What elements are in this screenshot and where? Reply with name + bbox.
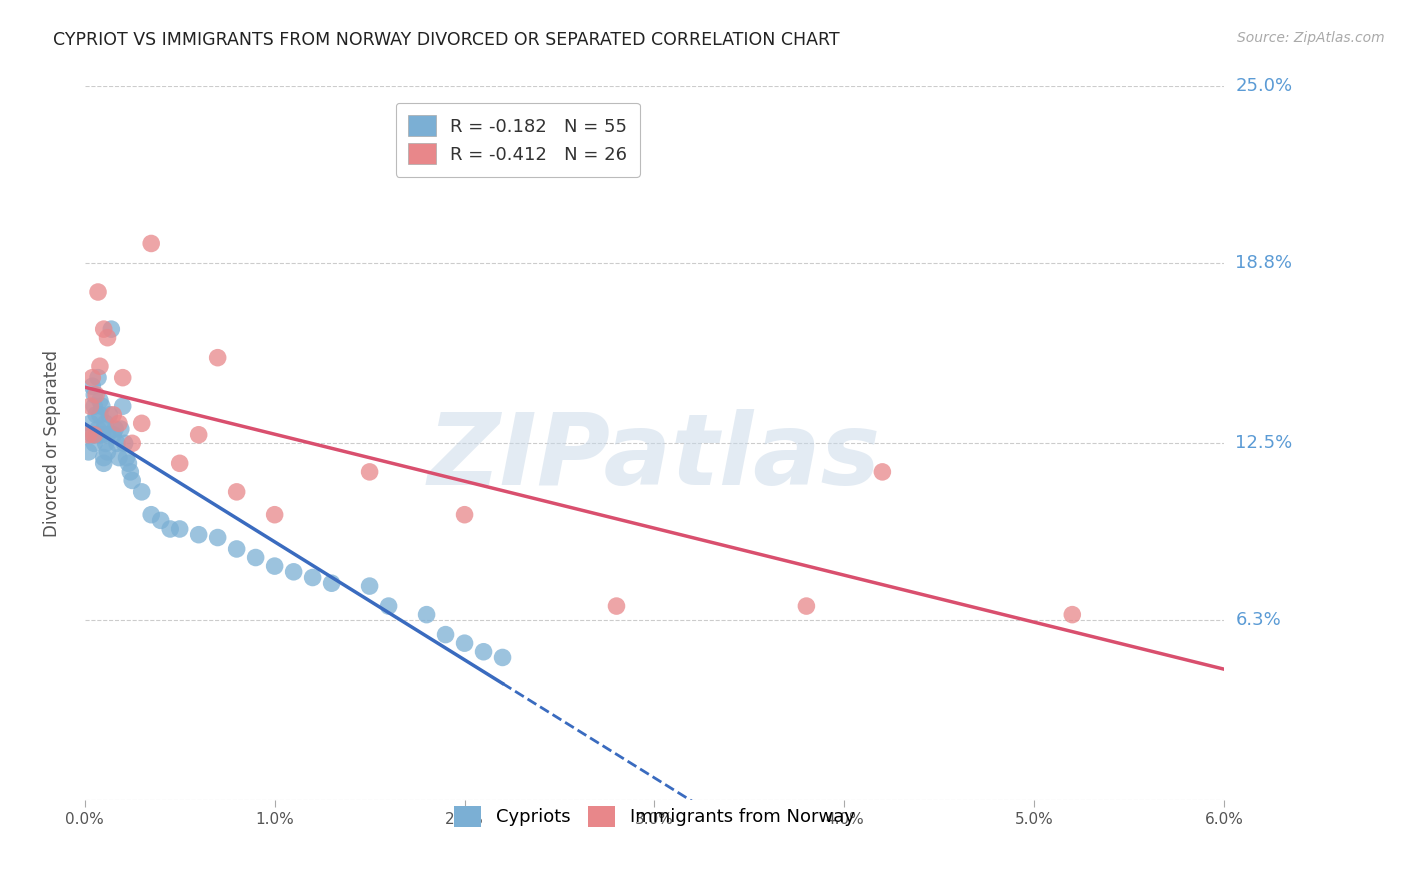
Point xyxy=(1062,607,1084,622)
Point xyxy=(100,322,122,336)
Point xyxy=(141,236,163,251)
Point xyxy=(131,484,153,499)
Point xyxy=(169,456,191,470)
Point xyxy=(98,408,121,422)
Text: 18.8%: 18.8% xyxy=(1236,254,1292,272)
Point xyxy=(90,399,112,413)
Point xyxy=(159,522,181,536)
Point xyxy=(796,599,818,613)
Point xyxy=(491,650,513,665)
Legend: Cypriots, Immigrants from Norway: Cypriots, Immigrants from Norway xyxy=(447,798,862,834)
Point xyxy=(93,322,115,336)
Point xyxy=(103,427,125,442)
Point xyxy=(83,388,105,402)
Point xyxy=(131,417,153,431)
Point xyxy=(77,445,100,459)
Point xyxy=(321,576,343,591)
Point xyxy=(83,399,105,413)
Point xyxy=(96,427,118,442)
Text: CYPRIOT VS IMMIGRANTS FROM NORWAY DIVORCED OR SEPARATED CORRELATION CHART: CYPRIOT VS IMMIGRANTS FROM NORWAY DIVORC… xyxy=(53,31,839,49)
Point xyxy=(82,370,104,384)
Point xyxy=(359,579,381,593)
Point xyxy=(83,436,105,450)
Point xyxy=(89,359,111,374)
Point xyxy=(79,417,101,431)
Point xyxy=(93,422,115,436)
Point xyxy=(359,465,381,479)
Point xyxy=(169,522,191,536)
Point xyxy=(103,408,125,422)
Point xyxy=(605,599,627,613)
Point xyxy=(84,388,107,402)
Point xyxy=(77,427,100,442)
Point xyxy=(115,450,138,465)
Point xyxy=(93,450,115,465)
Point xyxy=(111,399,134,413)
Point xyxy=(89,408,111,422)
Text: 25.0%: 25.0% xyxy=(1236,78,1292,95)
Point xyxy=(87,370,110,384)
Point xyxy=(207,351,229,365)
Text: ZIPatlas: ZIPatlas xyxy=(427,409,882,506)
Point xyxy=(121,474,143,488)
Text: 6.3%: 6.3% xyxy=(1236,611,1281,630)
Point xyxy=(283,565,305,579)
Point xyxy=(187,527,209,541)
Point xyxy=(87,422,110,436)
Point xyxy=(117,456,139,470)
Point xyxy=(120,465,142,479)
Point xyxy=(141,508,163,522)
Point xyxy=(245,550,267,565)
Point xyxy=(453,636,475,650)
Point xyxy=(94,417,117,431)
Point xyxy=(225,541,247,556)
Point xyxy=(872,465,894,479)
Point xyxy=(111,370,134,384)
Text: 12.5%: 12.5% xyxy=(1236,434,1292,452)
Point xyxy=(93,456,115,470)
Point xyxy=(121,436,143,450)
Point xyxy=(96,331,118,345)
Point xyxy=(108,417,131,431)
Point xyxy=(207,531,229,545)
Point xyxy=(415,607,437,622)
Point xyxy=(94,436,117,450)
Point xyxy=(90,427,112,442)
Point xyxy=(187,427,209,442)
Y-axis label: Divorced or Separated: Divorced or Separated xyxy=(44,350,60,537)
Point xyxy=(83,427,105,442)
Point xyxy=(82,379,104,393)
Point xyxy=(114,436,136,450)
Point xyxy=(453,508,475,522)
Point xyxy=(434,627,457,641)
Point xyxy=(149,513,172,527)
Point xyxy=(89,393,111,408)
Point xyxy=(377,599,399,613)
Point xyxy=(104,422,127,436)
Text: Source: ZipAtlas.com: Source: ZipAtlas.com xyxy=(1237,31,1385,45)
Point xyxy=(84,427,107,442)
Point xyxy=(263,559,285,574)
Point xyxy=(110,422,132,436)
Point xyxy=(105,436,128,450)
Point xyxy=(472,645,495,659)
Point xyxy=(108,450,131,465)
Point xyxy=(96,445,118,459)
Point xyxy=(79,399,101,413)
Point xyxy=(84,408,107,422)
Point xyxy=(87,285,110,299)
Point xyxy=(301,570,323,584)
Point xyxy=(82,427,104,442)
Point xyxy=(263,508,285,522)
Point xyxy=(225,484,247,499)
